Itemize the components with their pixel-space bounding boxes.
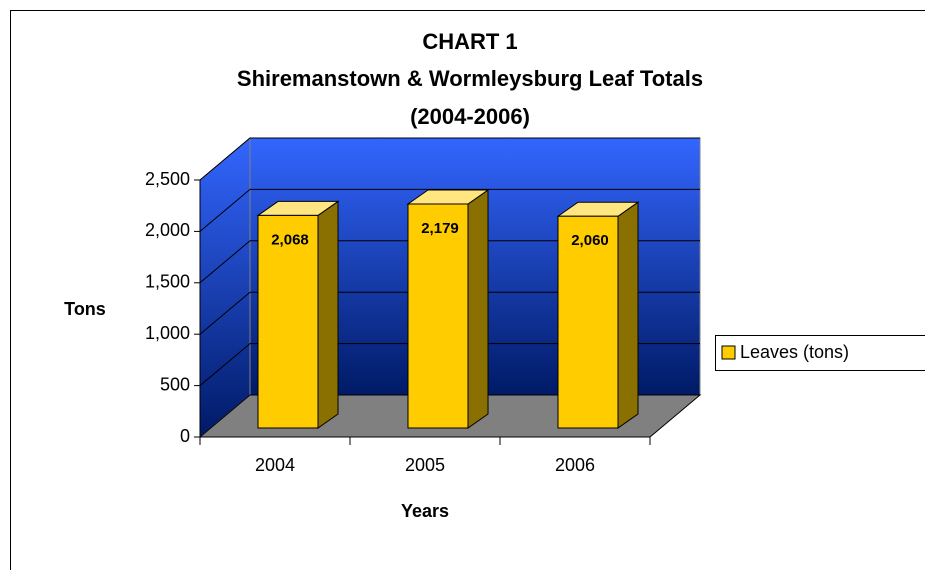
grid-line [199, 240, 251, 284]
y-tick-label: 1,500 [145, 272, 190, 292]
bar [257, 214, 319, 429]
y-axis-title: Tons [64, 299, 106, 319]
bar-side [467, 189, 489, 429]
data-label: 2,060 [571, 232, 609, 249]
side-wall [199, 136, 251, 439]
x-tick-label: 2004 [255, 455, 295, 475]
grid-line [199, 137, 251, 181]
grid-line [199, 189, 251, 232]
chart-title: (2004-2006) [410, 104, 530, 129]
data-label: 2,179 [421, 220, 459, 237]
chart-title: CHART 1 [422, 29, 517, 54]
y-tick-label: 2,000 [145, 220, 190, 240]
x-tick-label: 2006 [555, 455, 595, 475]
grid-line [199, 291, 251, 335]
y-tick-label: 500 [160, 374, 190, 394]
grid-line [199, 343, 251, 386]
chart-title: Shiremanstown & Wormleysburg Leaf Totals [237, 66, 703, 91]
legend-label: Leaves (tons) [740, 342, 849, 362]
x-tick-label: 2005 [405, 455, 445, 475]
y-tick-label: 2,500 [145, 169, 190, 189]
legend [715, 335, 925, 371]
bar [407, 203, 469, 429]
bar-side [617, 201, 639, 429]
bar-side [317, 200, 339, 429]
y-tick-label: 0 [180, 426, 190, 446]
legend-swatch [721, 345, 736, 360]
y-tick-label: 1,000 [145, 323, 190, 343]
data-label: 2,068 [271, 231, 309, 248]
x-axis-title: Years [401, 501, 449, 521]
bar [557, 215, 619, 429]
